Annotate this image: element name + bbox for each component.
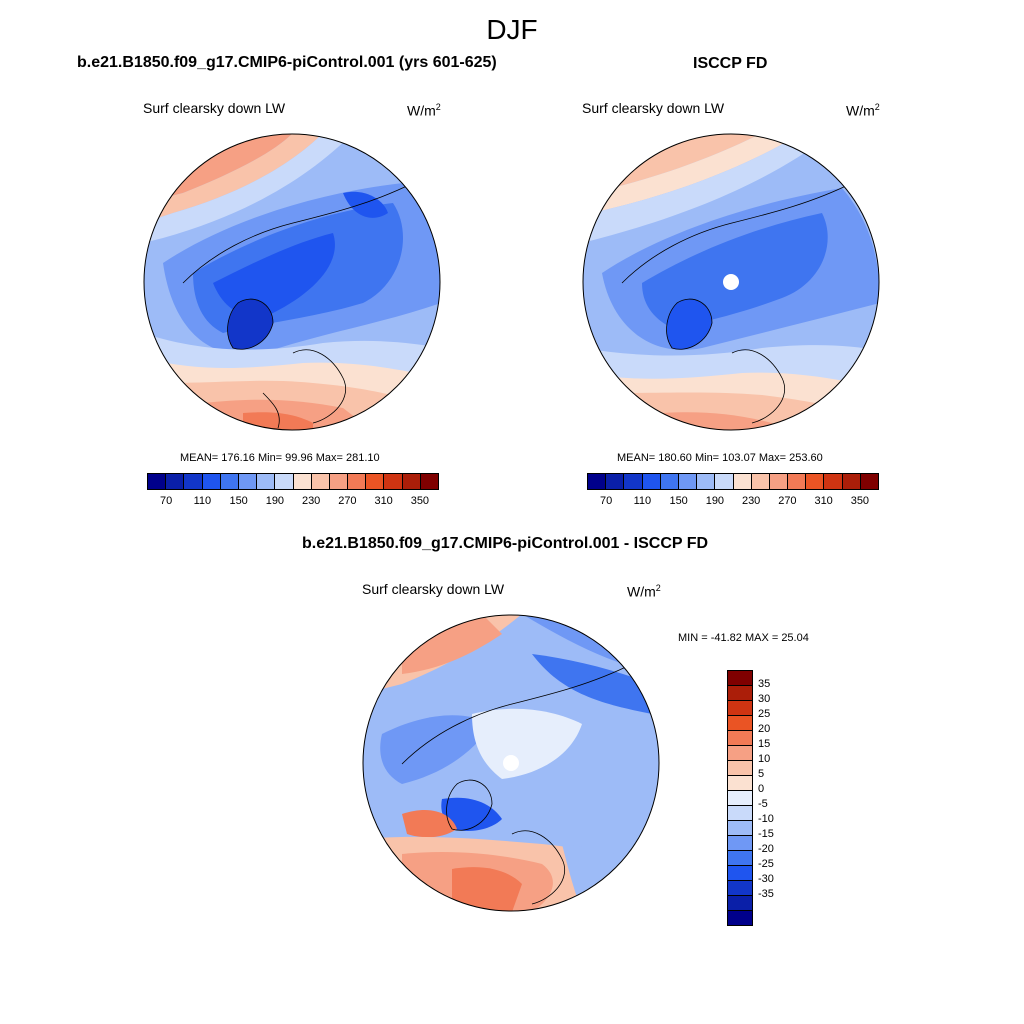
colorbar-swatch — [660, 474, 679, 489]
colorbar-tick-label: 350 — [410, 495, 430, 507]
colorbar-tick-label: 310 — [814, 495, 833, 507]
panel-3-variable: Surf clearsky down LW — [362, 581, 505, 597]
colorbar-swatch — [678, 474, 698, 489]
panel-1-stats: MEAN= 176.16 Min= 99.96 Max= 281.10 — [180, 452, 380, 464]
colorbar-swatch — [311, 474, 330, 489]
colorbar-swatch — [624, 474, 643, 489]
colorbar-swatch — [220, 474, 239, 489]
colorbar-swatch — [728, 776, 752, 791]
colorbar-tick-label: 150 — [229, 495, 248, 507]
panel-1-variable: Surf clearsky down LW — [143, 100, 286, 116]
colorbar-swatch — [860, 474, 878, 489]
colorbar-swatch — [728, 701, 752, 716]
panel-3-title: b.e21.B1850.f09_g17.CMIP6-piControl.001 … — [302, 535, 709, 552]
panel-2-polar-map — [582, 133, 880, 431]
panel-3-polar-map — [362, 614, 660, 912]
colorbar-swatch — [728, 896, 752, 911]
colorbar-swatch — [733, 474, 752, 489]
colorbar-swatch — [348, 474, 367, 489]
colorbar-swatch — [257, 474, 276, 489]
colorbar-tick-label: 20 — [758, 723, 771, 735]
colorbar-swatch — [728, 731, 752, 746]
colorbar-swatch — [329, 474, 349, 489]
colorbar-swatch — [148, 474, 167, 489]
colorbar-tick-label: 110 — [633, 495, 652, 507]
panel-1-title: b.e21.B1850.f09_g17.CMIP6-piControl.001 … — [77, 54, 497, 71]
colorbar-swatch — [728, 686, 752, 701]
colorbar-swatch — [715, 474, 734, 489]
panel-3-colorbar — [727, 670, 753, 926]
colorbar-swatch — [728, 791, 752, 806]
colorbar-swatch — [728, 851, 752, 866]
colorbar-tick-label: 190 — [265, 495, 285, 507]
panel-1-units: W/m2 — [407, 102, 441, 119]
colorbar-swatch — [728, 881, 752, 896]
colorbar-tick-label: -10 — [758, 813, 774, 825]
panel-2-title: ISCCP FD — [693, 55, 768, 72]
colorbar-swatch — [728, 821, 752, 836]
panel-2-units: W/m2 — [846, 102, 880, 119]
colorbar-swatch — [697, 474, 716, 489]
colorbar-swatch — [728, 716, 752, 731]
colorbar-swatch — [728, 746, 752, 761]
colorbar-tick-label: 10 — [758, 753, 771, 765]
colorbar-tick-label: 30 — [758, 693, 771, 705]
colorbar-tick-label: 5 — [758, 768, 765, 780]
colorbar-tick-label: 70 — [160, 495, 173, 507]
colorbar-tick-label: 350 — [850, 495, 870, 507]
colorbar-tick-label: 230 — [301, 495, 321, 507]
colorbar-swatch — [728, 866, 752, 881]
colorbar-tick-label: 15 — [758, 738, 771, 750]
colorbar-swatch — [420, 474, 438, 489]
colorbar-tick-label: 310 — [374, 495, 393, 507]
colorbar-swatch — [751, 474, 770, 489]
colorbar-swatch — [824, 474, 843, 489]
colorbar-swatch — [728, 836, 752, 851]
colorbar-tick-label: 35 — [758, 678, 771, 690]
panel-3-stats: MIN = -41.82 MAX = 25.04 — [678, 632, 809, 644]
colorbar-swatch — [275, 474, 294, 489]
panel-1-polar-map — [143, 133, 441, 431]
colorbar-swatch — [238, 474, 258, 489]
panel-1-colorbar — [147, 473, 439, 490]
figure-title: DJF — [486, 14, 538, 45]
colorbar-swatch — [806, 474, 825, 489]
colorbar-tick-label: -15 — [758, 828, 774, 840]
colorbar-swatch — [166, 474, 185, 489]
colorbar-tick-label: 270 — [338, 495, 357, 507]
colorbar-tick-label: 110 — [193, 495, 212, 507]
panel-2-variable: Surf clearsky down LW — [582, 100, 725, 116]
colorbar-tick-label: -25 — [758, 858, 774, 870]
colorbar-tick-label: 150 — [669, 495, 688, 507]
colorbar-tick-label: 270 — [778, 495, 797, 507]
colorbar-swatch — [588, 474, 607, 489]
colorbar-swatch — [606, 474, 625, 489]
colorbar-tick-label: 70 — [600, 495, 613, 507]
colorbar-swatch — [769, 474, 789, 489]
colorbar-tick-label: 25 — [758, 708, 771, 720]
colorbar-swatch — [293, 474, 312, 489]
colorbar-tick-label: 0 — [758, 783, 765, 795]
colorbar-tick-label: -20 — [758, 843, 774, 855]
panel-3-units: W/m2 — [627, 583, 661, 600]
colorbar-swatch — [184, 474, 203, 489]
colorbar-tick-label: -35 — [758, 888, 774, 900]
colorbar-tick-label: -30 — [758, 873, 774, 885]
colorbar-tick-label: -5 — [758, 798, 768, 810]
colorbar-swatch — [642, 474, 661, 489]
panel-2-stats: MEAN= 180.60 Min= 103.07 Max= 253.60 — [617, 452, 823, 464]
colorbar-swatch — [728, 761, 752, 776]
colorbar-swatch — [728, 911, 752, 925]
panel-2-colorbar — [587, 473, 879, 490]
colorbar-swatch — [384, 474, 403, 489]
colorbar-swatch — [788, 474, 807, 489]
colorbar-swatch — [728, 806, 752, 821]
colorbar-swatch — [202, 474, 221, 489]
colorbar-tick-label: 190 — [705, 495, 725, 507]
colorbar-swatch — [728, 671, 752, 686]
colorbar-swatch — [366, 474, 385, 489]
colorbar-tick-label: 230 — [741, 495, 761, 507]
colorbar-swatch — [402, 474, 421, 489]
colorbar-swatch — [842, 474, 861, 489]
